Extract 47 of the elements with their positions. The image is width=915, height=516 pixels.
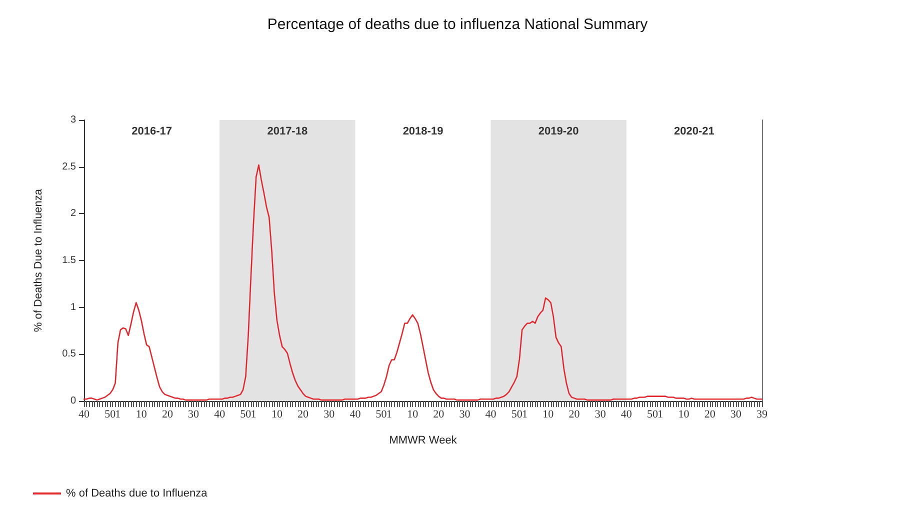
x-tick-label: 50 — [240, 408, 252, 420]
x-tick-label: 20 — [433, 408, 445, 420]
x-tick-label: 40 — [620, 408, 632, 420]
x-axis-title: MMWR Week — [389, 434, 458, 446]
y-tick-label: 3 — [70, 114, 76, 126]
annotation: 2018-19 — [402, 126, 444, 138]
x-tick-label: 39 — [756, 408, 768, 420]
x-tick-label: 50 — [511, 408, 523, 420]
y-axis-title: % of Deaths Due to Influenza — [32, 188, 44, 332]
y-tick-label: 2 — [70, 208, 76, 220]
annotation: 2020-21 — [674, 126, 714, 138]
x-tick-label: 10 — [542, 408, 554, 420]
y-tick-label: 0.5 — [62, 348, 76, 360]
x-tick-label: 40 — [78, 408, 90, 420]
y-tick-label: 1 — [70, 302, 76, 313]
x-tick-label: 1 — [115, 408, 121, 420]
chart-title: Percentage of deaths due to influenza National Summary — [267, 16, 648, 33]
x-tick-label: 30 — [324, 408, 336, 420]
x-tick-label: 30 — [459, 408, 471, 420]
x-tick-label: 20 — [298, 408, 310, 420]
x-tick-label: 30 — [594, 408, 606, 420]
x-tick-label: 1 — [386, 408, 392, 420]
x-tick-label: 40 — [350, 408, 362, 420]
y-tick-label: 0 — [70, 396, 76, 406]
x-tick-label: 10 — [678, 408, 690, 420]
x-tick-label: 20 — [162, 408, 174, 420]
x-tick-label: 40 — [214, 408, 226, 420]
x-tick-label: 30 — [188, 408, 200, 420]
x-tick-label: 20 — [704, 408, 716, 420]
x-tick-label: 1 — [250, 408, 256, 420]
x-tick-label: 40 — [485, 408, 497, 420]
y-tick-label: 2.5 — [62, 161, 76, 172]
y-tick-label: 1.5 — [62, 255, 76, 266]
x-tick-label: 50 — [104, 408, 116, 420]
x-tick-label: 30 — [730, 408, 742, 420]
x-tick-label: 1 — [658, 408, 664, 420]
x-tick-label: 20 — [568, 408, 580, 420]
annotation: 2019-20 — [538, 126, 579, 138]
x-tick-label: 1 — [522, 408, 528, 420]
annotation: 2016-17 — [132, 126, 172, 138]
x-tick-label: 50 — [376, 408, 388, 420]
annotation: 2017-18 — [267, 126, 308, 138]
x-tick-label: 50 — [646, 408, 658, 420]
x-tick-label: 10 — [136, 408, 148, 420]
x-tick-label: 10 — [271, 408, 283, 420]
x-tick-label: 10 — [407, 408, 419, 420]
legend-label: % of Deaths due to Influenza — [66, 488, 208, 500]
